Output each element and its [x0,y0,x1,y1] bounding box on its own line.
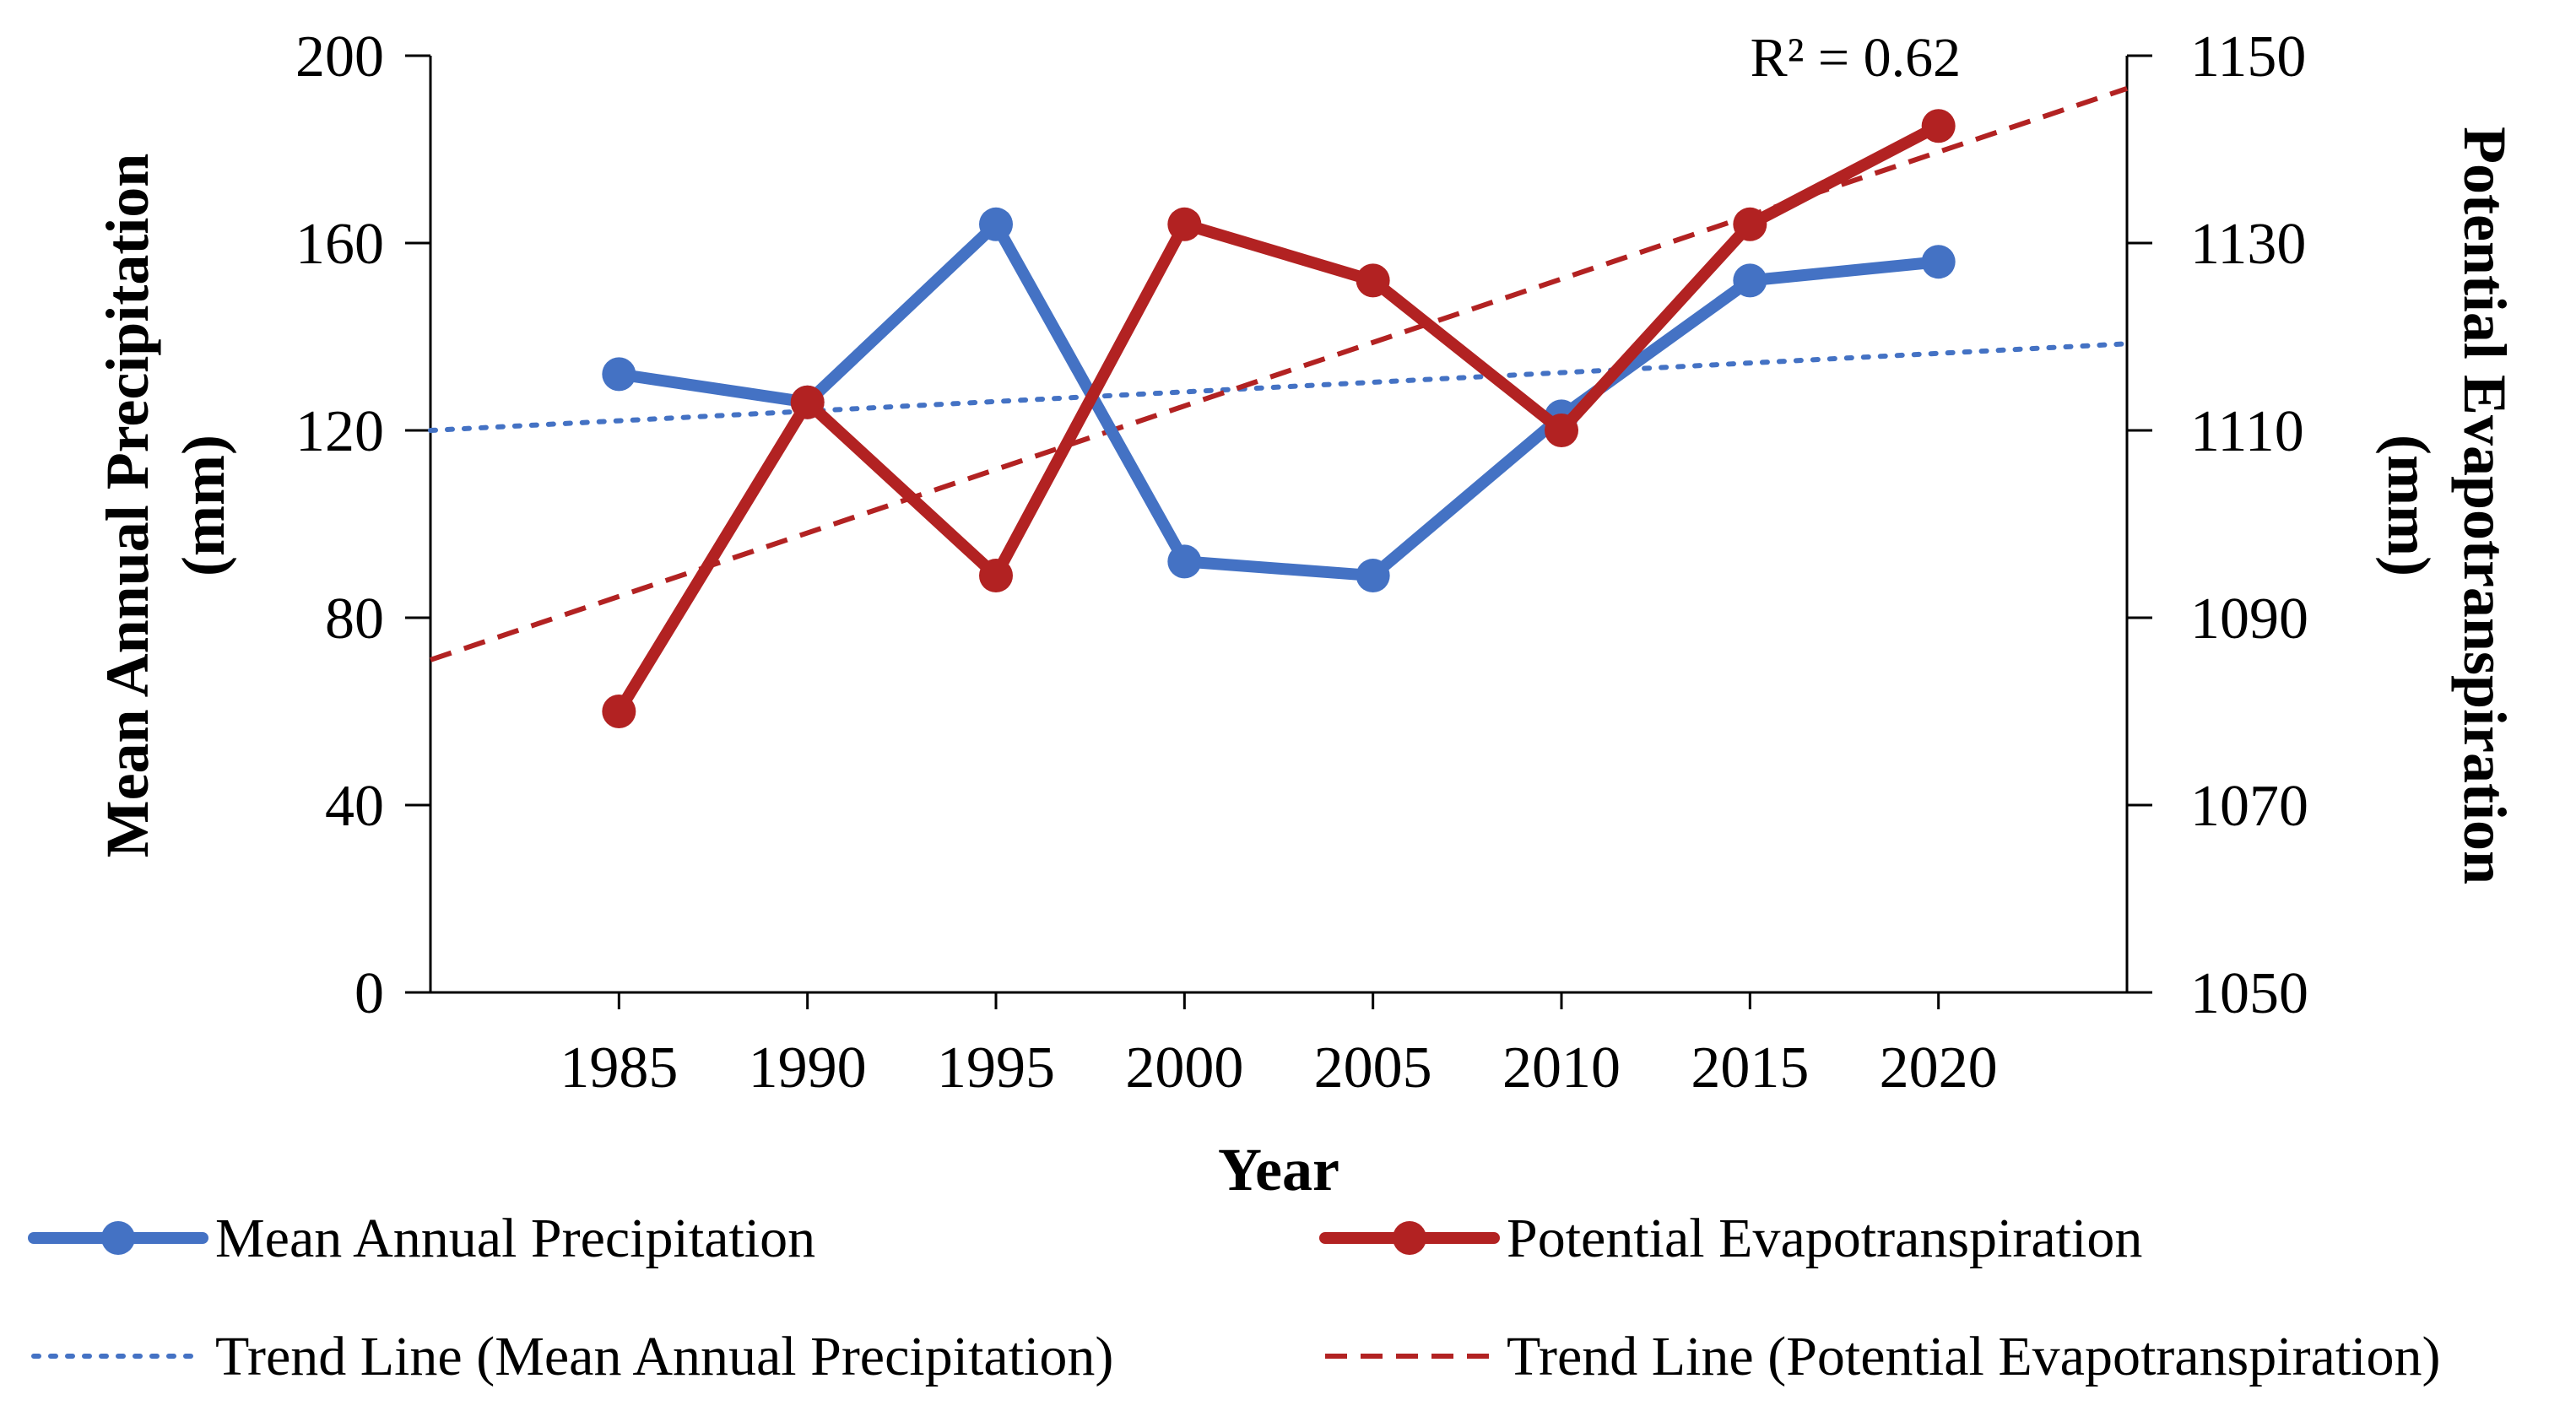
data-point-precipitation [602,357,636,392]
data-point-precipitation [1167,544,1202,579]
right-y-tick-label: 1070 [2190,774,2308,839]
series-line-evapotranspiration [613,120,1945,717]
data-point-evapotranspiration [1167,207,1202,241]
right-y-tick-label: 1050 [2190,961,2308,1026]
legend-label: Trend Line (Potential Evapotranspiration… [1507,1326,2441,1387]
x-axis-title: Year [1218,1136,1339,1203]
legend-swatch-marker [101,1221,135,1255]
legend-item-trend-precipitation: Trend Line (Mean Annual Precipitation) [31,1326,1113,1387]
x-tick-label: 2000 [1125,1035,1243,1100]
data-point-precipitation [1356,559,1390,593]
x-tick-label: 1985 [560,1035,678,1100]
trend-line-precipitation [428,341,2130,433]
x-tick-label: 2010 [1502,1035,1621,1100]
left-y-tick-label: 40 [325,774,384,839]
left-y-tick-label: 80 [325,587,384,651]
x-tick-label: 2020 [1880,1035,1998,1100]
legend-item-trend-evapotranspiration: Trend Line (Potential Evapotranspiration… [1325,1326,2441,1387]
left-y-tick-label: 160 [295,212,384,277]
x-tick-label: 2015 [1691,1035,1809,1100]
data-point-precipitation [1921,245,1956,279]
right-y-axis-title: Potential Evapotranspiration(mm) [2375,127,2519,884]
data-point-evapotranspiration [1921,109,1956,143]
right-y-axis-title-line: Potential Evapotranspiration [2451,127,2519,884]
left-y-tick-label: 120 [295,399,384,464]
series-line-precipitation [613,218,1945,582]
x-tick-label: 1995 [937,1035,1055,1100]
right-y-axis-title-line: (mm) [2375,435,2443,576]
legend-item-evapotranspiration: Potential Evapotranspiration [1319,1208,2142,1269]
legend-item-precipitation: Mean Annual Precipitation [28,1208,815,1269]
data-point-precipitation [979,207,1013,241]
data-point-evapotranspiration [790,385,825,419]
right-y-tick-label: 1130 [2190,212,2306,277]
right-y-tick-label: 1090 [2190,587,2308,651]
x-tick-label: 2005 [1314,1035,1432,1100]
data-point-evapotranspiration [1733,207,1767,241]
left-y-axis-title: Mean Annual Precipitation (mm) [94,154,237,858]
left-y-axis-title-line: Mean Annual Precipitation [94,154,161,858]
x-tick-label: 1990 [749,1035,867,1100]
data-point-evapotranspiration [602,695,636,728]
right-y-tick-label: 1110 [2190,399,2304,464]
data-point-evapotranspiration [1356,263,1390,298]
r-squared-annotation: R² = 0.62 [1751,27,1962,89]
data-point-precipitation [1733,263,1767,298]
left-y-tick-label: 0 [354,961,384,1026]
legend-label: Potential Evapotranspiration [1507,1208,2142,1269]
left-y-tick-label: 200 [295,24,384,89]
legend-label: Trend Line (Mean Annual Precipitation) [215,1326,1113,1387]
data-point-evapotranspiration [1545,414,1578,447]
legend-swatch-marker [1393,1221,1426,1255]
data-point-evapotranspiration [979,559,1013,593]
right-y-tick-label: 1150 [2190,24,2306,89]
left-y-axis-title-line: (mm) [170,435,237,576]
legend-label: Mean Annual Precipitation [215,1208,815,1269]
